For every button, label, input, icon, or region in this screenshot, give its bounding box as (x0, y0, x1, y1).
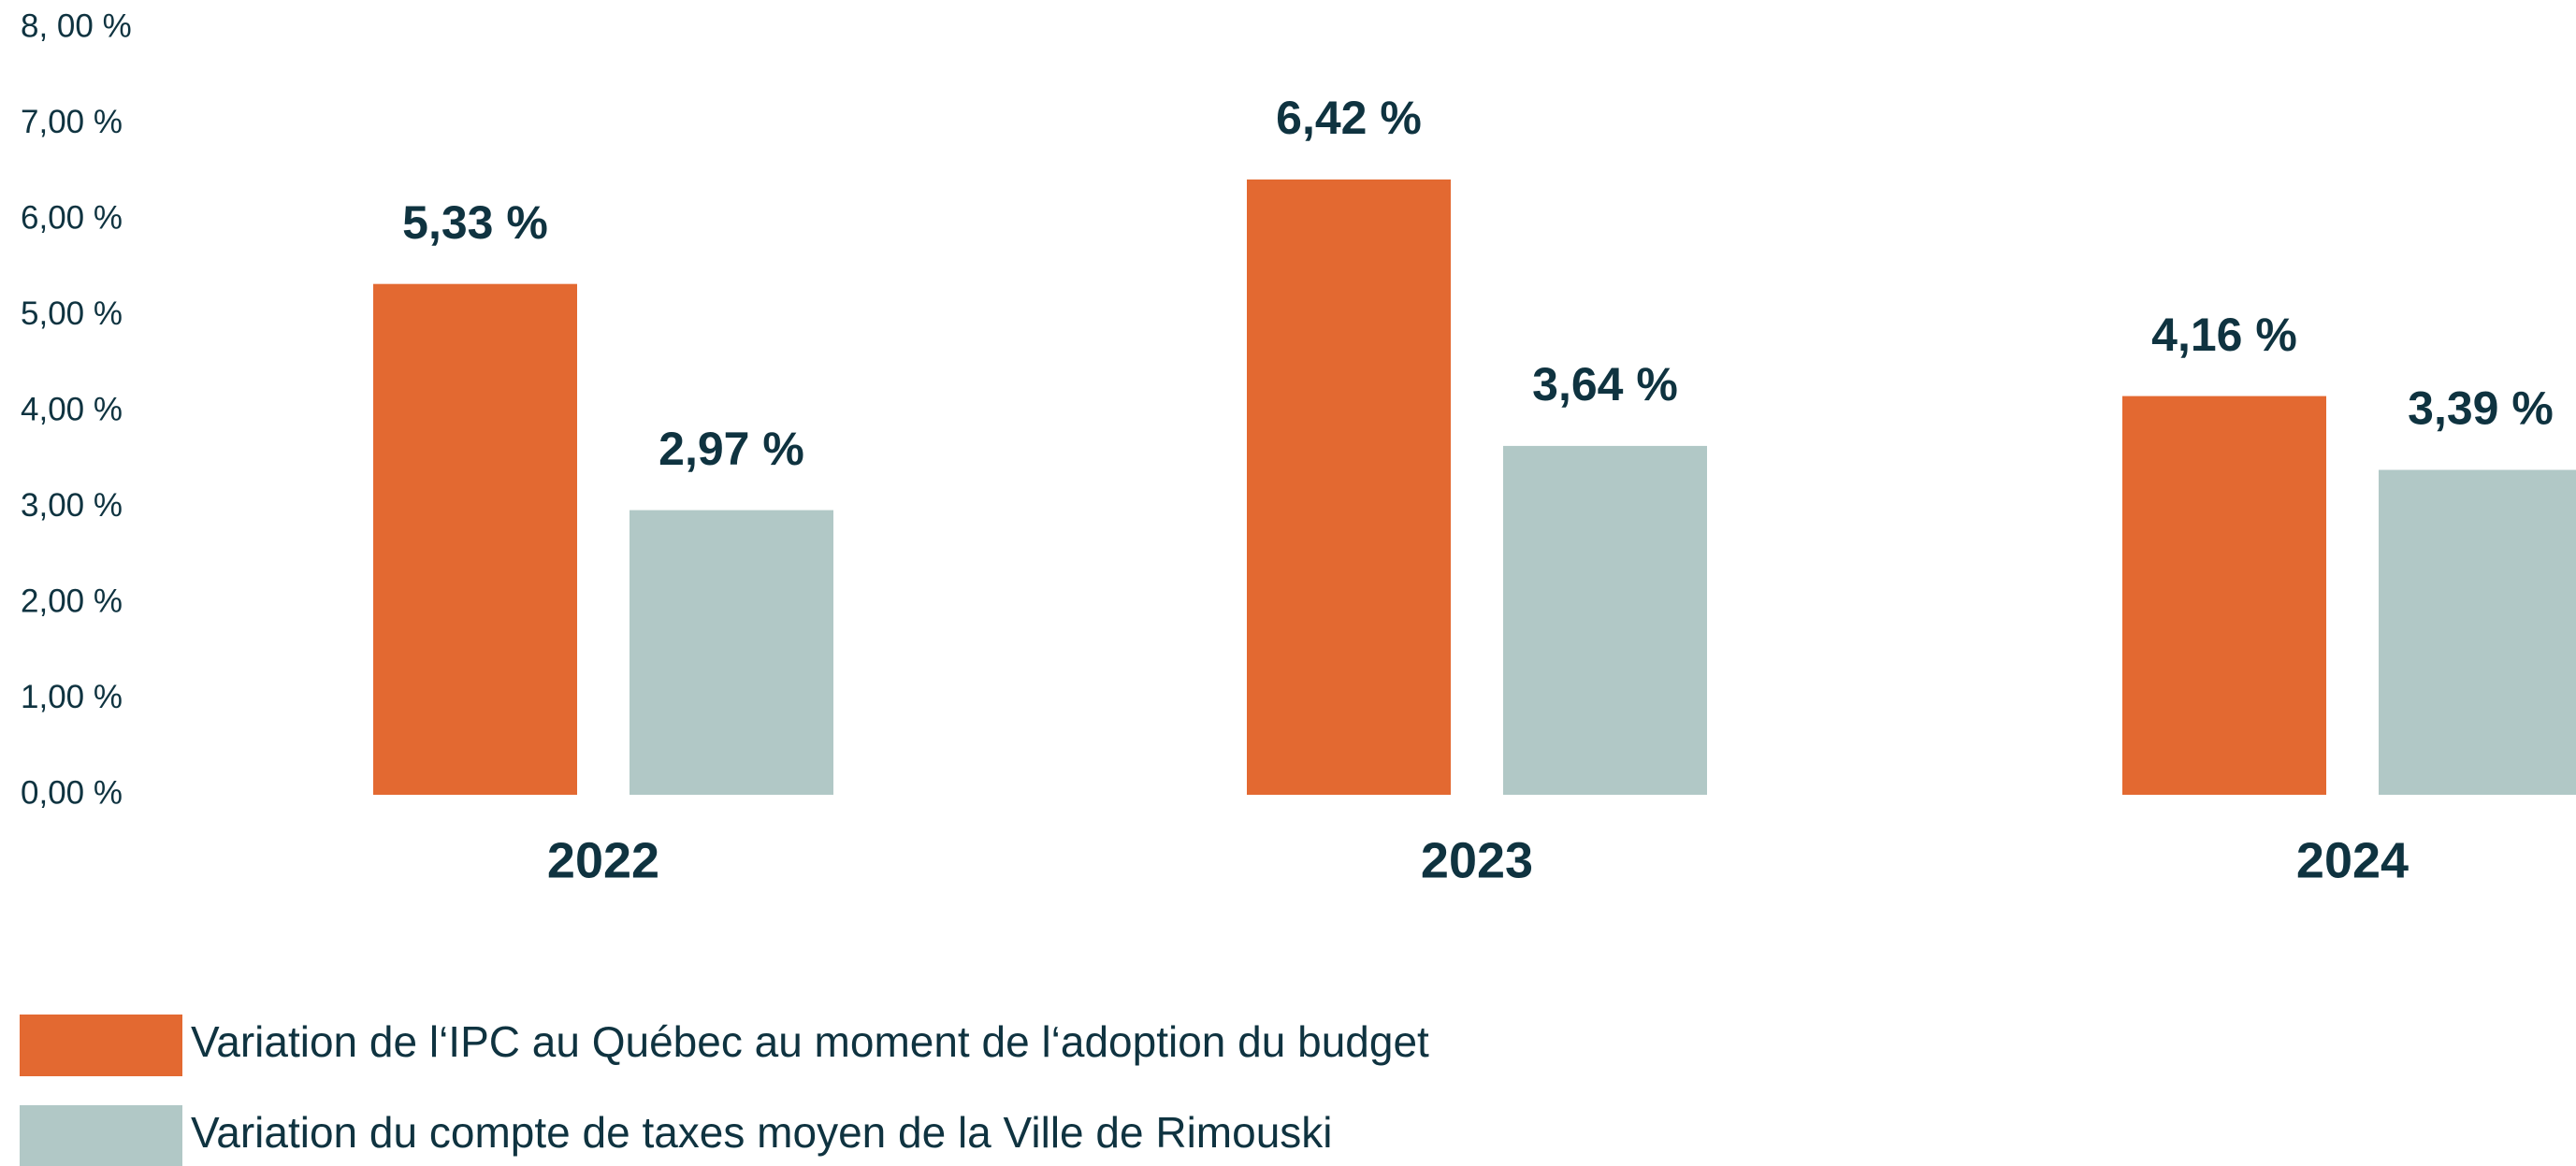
bar (1247, 179, 1451, 795)
bar (630, 510, 833, 795)
y-tick-label: 1,00 % (21, 679, 123, 715)
y-tick-label: 3,00 % (21, 487, 123, 524)
y-tick-label: 8, 00 % (21, 7, 132, 44)
bar (2122, 396, 2326, 795)
value-label: 3,64 % (1532, 358, 1678, 410)
bar (2379, 469, 2576, 795)
legend-swatch (20, 1105, 182, 1166)
y-tick-label: 4,00 % (21, 391, 123, 427)
legend-label: Variation de l‘IPC au Québec au moment d… (191, 1017, 1429, 1066)
bar (1503, 445, 1707, 795)
x-tick-label: 2023 (1421, 832, 1533, 888)
value-label: 3,39 % (2408, 382, 2554, 435)
bar (373, 283, 577, 795)
value-label: 5,33 % (402, 196, 548, 249)
y-tick-label: 6,00 % (21, 199, 123, 236)
value-label: 6,42 % (1276, 92, 1422, 144)
y-tick-label: 2,00 % (21, 583, 123, 619)
y-tick-label: 7,00 % (21, 104, 123, 140)
legend-swatch (20, 1015, 182, 1076)
x-tick-label: 2022 (547, 832, 659, 888)
y-tick-label: 5,00 % (21, 295, 123, 332)
value-label: 4,16 % (2151, 309, 2297, 361)
x-tick-label: 2024 (2296, 832, 2409, 888)
value-label: 2,97 % (658, 423, 804, 475)
legend-label: Variation du compte de taxes moyen de la… (191, 1108, 1333, 1157)
y-tick-label: 0,00 % (21, 774, 123, 811)
